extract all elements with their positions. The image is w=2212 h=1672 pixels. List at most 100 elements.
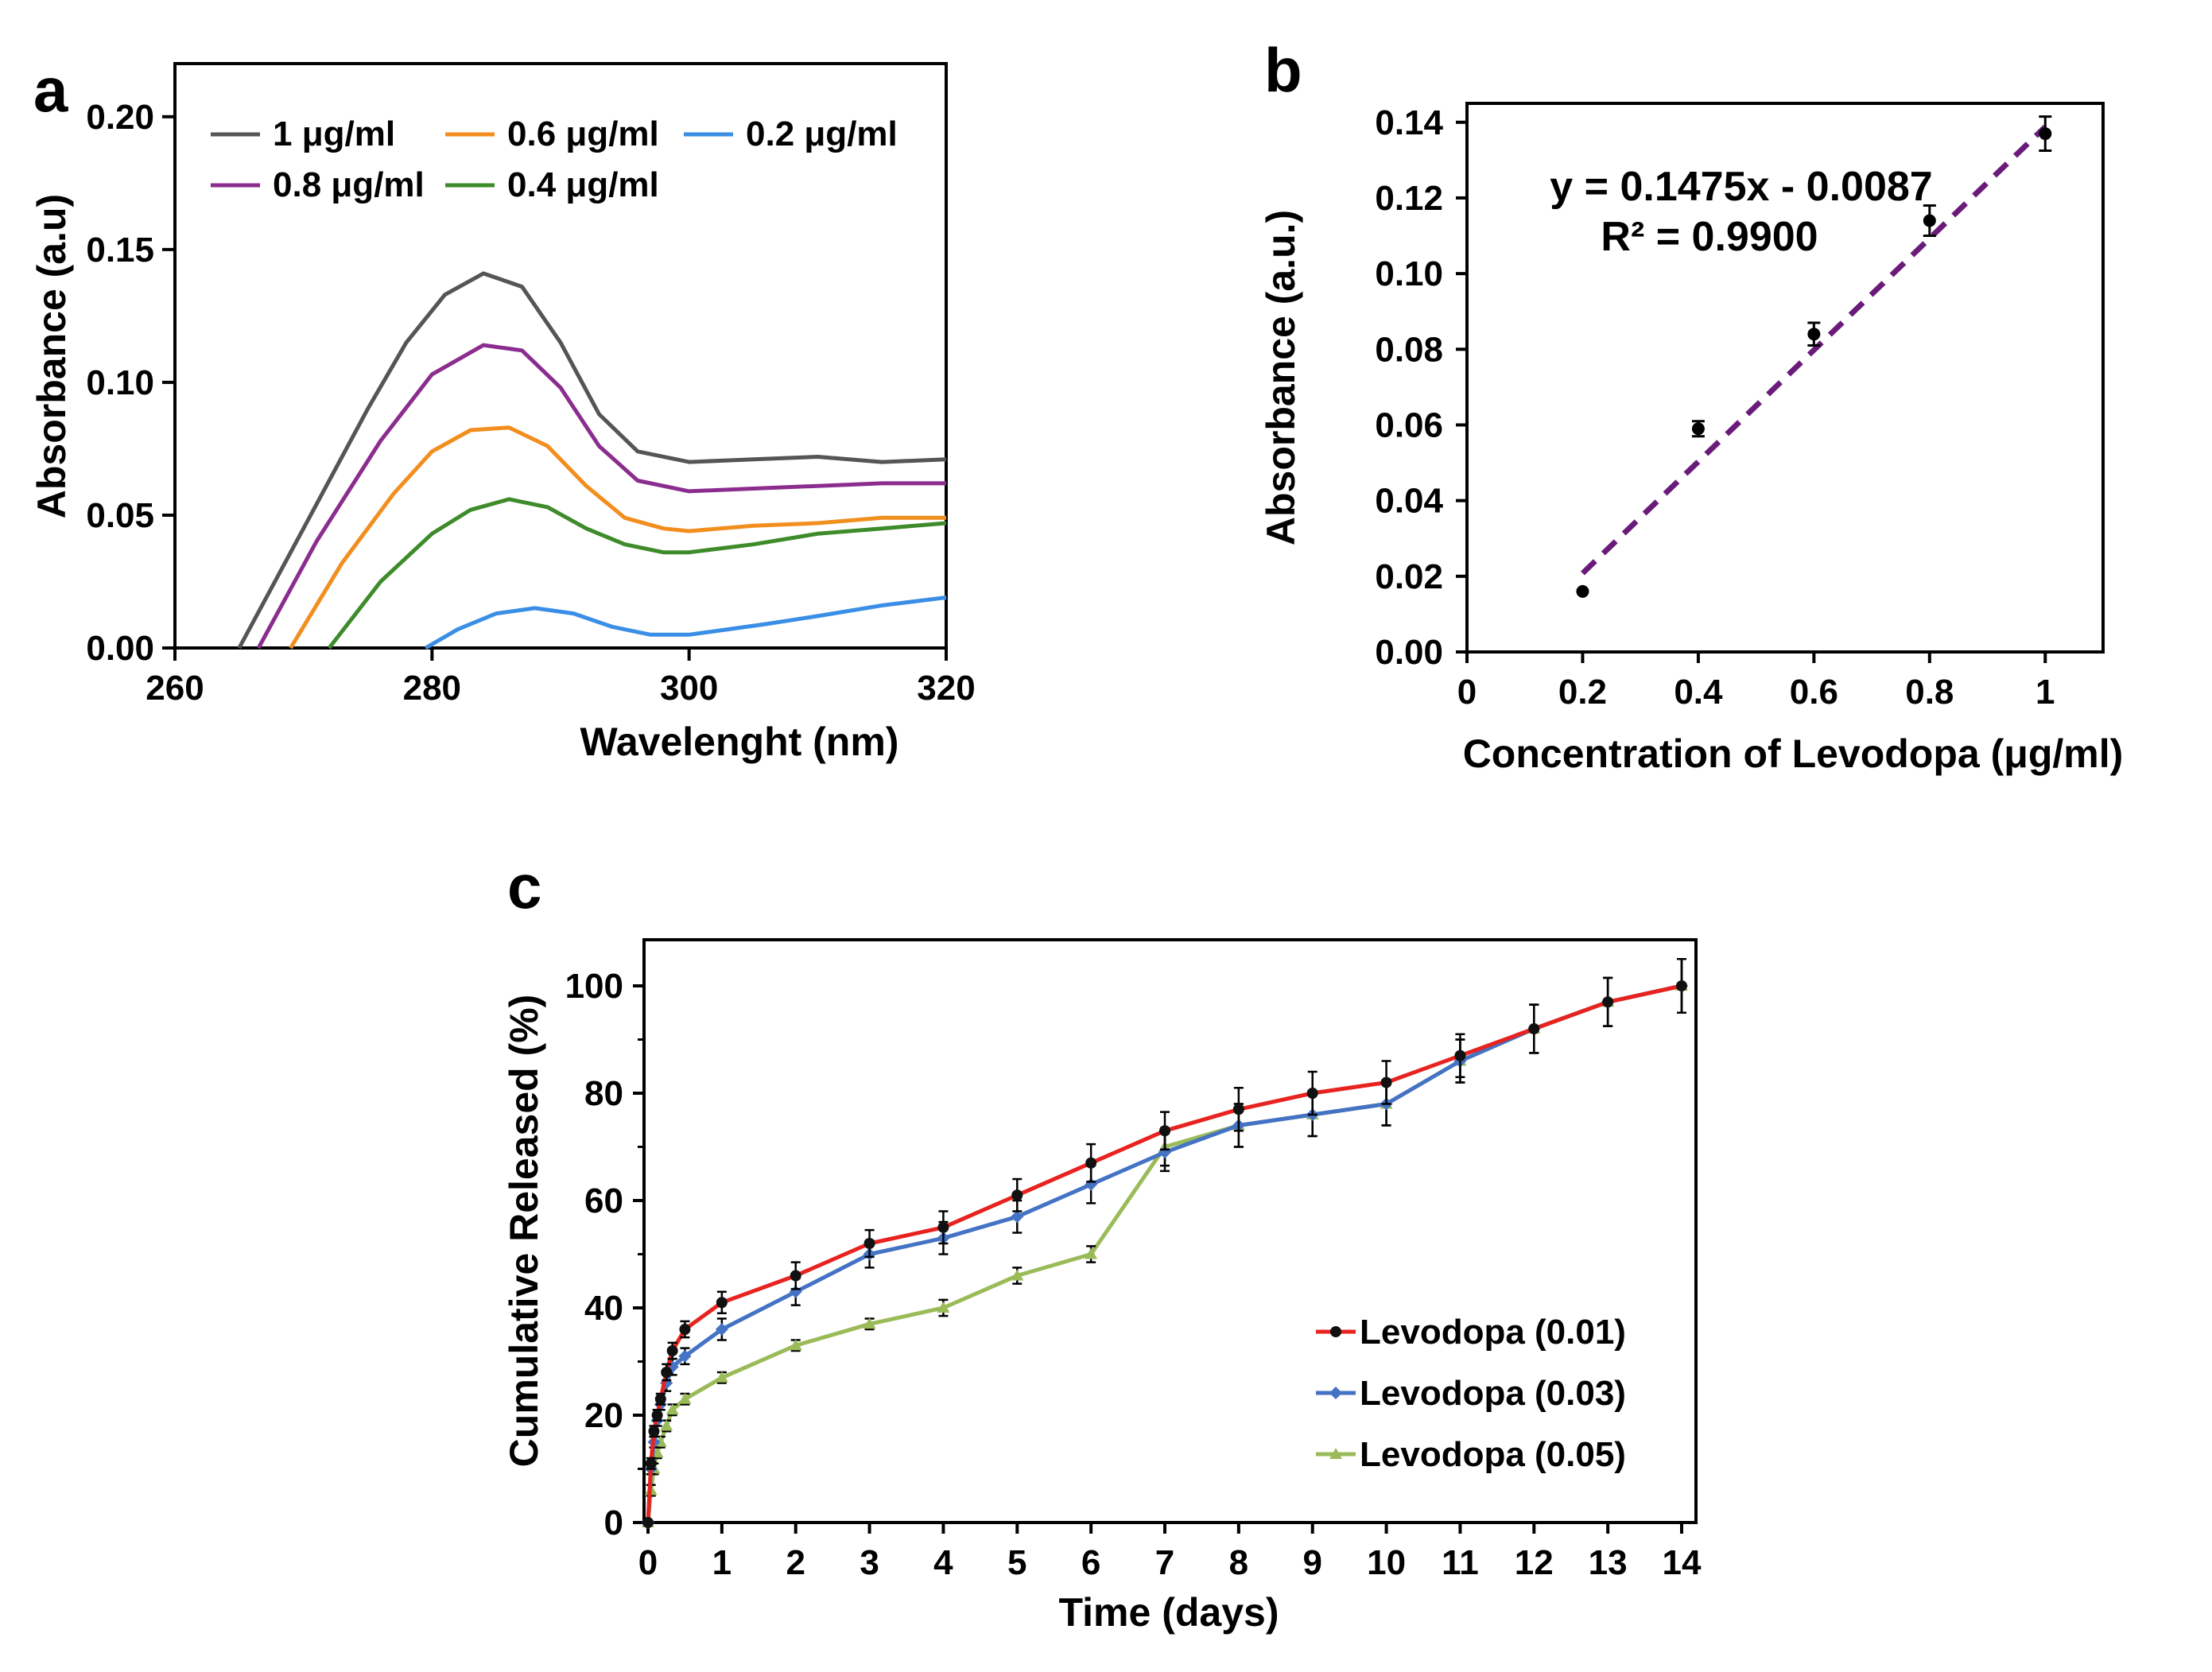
c-y-tick-label: 100 xyxy=(565,967,623,1006)
panel-a-series xyxy=(237,271,947,650)
panel-a-legend: 1 μg/ml 0.6 μg/ml 0.2 μg/ml 0.8 μg/ml 0.4 μg… xyxy=(211,114,898,204)
c-marker-circle xyxy=(651,1410,663,1421)
c-x-tick-label: 3 xyxy=(860,1543,879,1582)
c-marker-circle xyxy=(1011,1189,1023,1201)
a-legend-label: 0.2 μg/ml xyxy=(746,114,898,153)
c-y-tick-label: 60 xyxy=(584,1181,623,1220)
b-x-tick-label: 0.6 xyxy=(1790,673,1838,712)
c-x-tick-label: 7 xyxy=(1155,1543,1174,1582)
c-marker-triangle xyxy=(1011,1269,1024,1281)
c-x-tick-label: 1 xyxy=(712,1543,732,1582)
c-marker-circle xyxy=(661,1367,673,1378)
c-marker-circle xyxy=(1159,1125,1170,1137)
c-marker-circle xyxy=(679,1324,691,1335)
panel-c-legend: Levodopa (0.01) Levodopa (0.03) Levodopa (… xyxy=(1316,1313,1626,1474)
panel-a-x-ticks: 260 280 300 320 xyxy=(146,648,976,708)
panel-c-frame xyxy=(642,938,1698,1524)
panel-b-x-ticks: 0 0.2 0.4 0.6 0.8 1 xyxy=(1457,652,2055,712)
a-series-line xyxy=(237,271,947,650)
c-y-tick-label: 0 xyxy=(604,1503,623,1542)
panel-b-equation: y = 0.1475x - 0.0087 xyxy=(1550,164,1932,210)
b-x-tick-label: 0.8 xyxy=(1905,673,1954,712)
panel-a-y-axis-label: Absorbance (a.u) xyxy=(29,194,74,518)
c-x-tick-label: 2 xyxy=(786,1543,805,1582)
a-x-tick-label: 300 xyxy=(660,669,718,708)
panel-b-label: b xyxy=(1264,35,1302,105)
c-marker-circle xyxy=(1232,1104,1244,1115)
panel-c-x-ticks: 0 1 2 3 4 5 6 7 8 9 10 11 12 13 14 xyxy=(638,1523,1702,1582)
b-y-tick-label: 0.04 xyxy=(1375,482,1443,521)
c-marker-circle xyxy=(863,1238,875,1249)
b-x-tick-label: 0.2 xyxy=(1558,673,1607,712)
b-data-point xyxy=(1691,422,1705,436)
c-x-tick-label: 13 xyxy=(1589,1543,1628,1582)
b-data-point xyxy=(1807,328,1821,341)
panel-a-x-axis-label: Wavelenght (nm) xyxy=(580,720,899,764)
panel-c-y-axis-label: Cumulative Released (%) xyxy=(502,995,546,1468)
panel-a-y-ticks: 0.00 0.05 0.10 0.15 0.20 xyxy=(86,98,175,668)
c-marker-circle xyxy=(790,1270,801,1282)
c-series-line xyxy=(646,983,1682,1523)
c-legend-label: Levodopa (0.03) xyxy=(1360,1374,1626,1413)
a-legend-label: 0.4 μg/ml xyxy=(507,165,659,204)
b-x-tick-label: 0.4 xyxy=(1674,673,1723,712)
c-marker-circle xyxy=(666,1345,678,1356)
c-marker-diamond xyxy=(715,1323,728,1336)
b-data-point xyxy=(2039,127,2052,141)
a-legend-label: 0.6 μg/ml xyxy=(507,114,659,153)
c-x-tick-label: 11 xyxy=(1442,1543,1479,1582)
panel-b-x-axis-label: Concentration of Levodopa (μg/ml) xyxy=(1463,731,2124,776)
panel-c-series xyxy=(642,958,1688,1529)
a-x-tick-label: 260 xyxy=(146,669,204,708)
c-marker-triangle xyxy=(1085,1247,1098,1259)
c-marker-circle xyxy=(716,1297,728,1309)
a-y-tick-label: 0.00 xyxy=(86,629,154,668)
c-marker-circle xyxy=(1676,980,1687,991)
panel-b-frame xyxy=(1465,102,2105,654)
panel-b-y-axis-label: Absorbance (a.u.) xyxy=(1259,210,1303,545)
c-x-tick-label: 6 xyxy=(1081,1543,1100,1582)
c-marker-triangle xyxy=(863,1317,876,1329)
c-legend-label: Levodopa (0.01) xyxy=(1360,1313,1626,1352)
a-y-tick-label: 0.10 xyxy=(86,363,154,402)
b-y-tick-label: 0.02 xyxy=(1375,557,1443,596)
b-y-tick-label: 0.00 xyxy=(1375,633,1443,672)
panel-b-y-ticks: 0.00 0.02 0.04 0.06 0.08 0.10 0.12 0.14 xyxy=(1375,103,1467,672)
c-marker-diamond xyxy=(1011,1210,1024,1224)
a-x-tick-label: 320 xyxy=(917,669,975,708)
panel-b: b 0.000.020.040.060.080.100.120.14 0 0.2 0… xyxy=(1259,35,2123,776)
c-y-tick-label: 40 xyxy=(584,1289,623,1328)
c-marker-triangle xyxy=(660,1419,673,1431)
c-x-tick-label: 12 xyxy=(1515,1543,1554,1582)
a-legend-label: 0.8 μg/ml xyxy=(273,165,425,204)
c-marker-circle xyxy=(1528,1023,1540,1034)
a-series-line xyxy=(289,425,946,650)
c-marker-circle xyxy=(642,1517,654,1528)
c-legend-label: Levodopa (0.05) xyxy=(1360,1435,1626,1474)
b-y-tick-label: 0.08 xyxy=(1375,330,1443,369)
c-x-tick-label: 9 xyxy=(1302,1543,1321,1582)
c-marker-triangle xyxy=(1329,1448,1342,1459)
b-x-tick-label: 0 xyxy=(1457,673,1477,712)
b-y-tick-label: 0.06 xyxy=(1375,405,1443,444)
c-marker-circle xyxy=(1454,1049,1466,1061)
panel-b-trendline xyxy=(1581,124,2047,576)
b-data-point xyxy=(1923,214,1936,227)
c-x-tick-label: 14 xyxy=(1663,1543,1702,1582)
c-x-tick-label: 0 xyxy=(638,1543,658,1582)
a-series-line xyxy=(256,343,946,650)
c-x-tick-label: 10 xyxy=(1367,1543,1406,1582)
a-series-line xyxy=(328,497,947,650)
a-x-tick-label: 280 xyxy=(403,669,461,708)
c-marker-triangle xyxy=(666,1403,679,1415)
c-marker-triangle xyxy=(937,1302,950,1313)
panel-b-points xyxy=(1576,115,2052,598)
a-legend-label: 1 μg/ml xyxy=(273,114,395,153)
b-x-tick-label: 1 xyxy=(2035,673,2055,712)
c-marker-circle xyxy=(648,1426,660,1437)
c-marker-triangle xyxy=(678,1392,692,1404)
b-data-point xyxy=(1576,584,1589,598)
b-y-tick-label: 0.12 xyxy=(1375,179,1443,218)
